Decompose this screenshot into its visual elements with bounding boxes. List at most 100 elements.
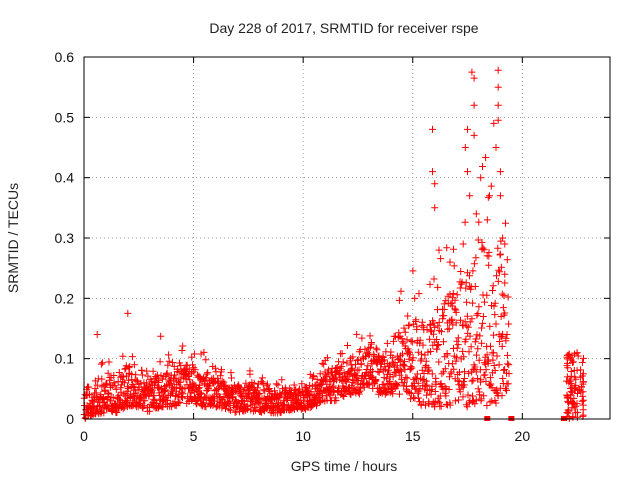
data-point [440,368,447,376]
data-point [397,287,405,295]
data-point [415,394,422,402]
data-point [505,370,513,378]
data-point [344,342,351,349]
data-point [441,365,449,373]
data-point [274,381,282,389]
data-point [367,339,375,346]
data-point [190,364,198,372]
data-point [470,260,478,268]
data-point [472,335,480,343]
data-point [357,360,365,368]
data-point [469,299,477,307]
data-point [470,74,478,82]
data-point [306,391,314,399]
data-point [174,365,182,373]
data-point [497,237,505,245]
data-point [422,357,430,365]
data-point [435,341,443,348]
data-point [434,322,442,330]
y-tick-label: 0.3 [55,230,75,246]
data-point [146,407,154,415]
data-point [423,391,431,399]
data-point [426,335,434,343]
data-point [486,192,493,200]
data-point [414,379,422,387]
data-point [491,311,499,319]
data-point [468,315,476,323]
data-point [569,399,577,407]
data-point [579,411,587,419]
data-point [493,352,501,360]
data-point [460,378,467,386]
data-point [413,323,421,331]
data-point [154,383,161,391]
data-point [161,386,169,394]
data-point [218,377,226,385]
data-point [496,168,504,176]
data-point [478,339,486,347]
data-point [385,363,393,371]
data-point [397,357,405,365]
data-point [462,279,470,287]
data-point [491,367,499,374]
data-point [431,388,439,395]
data-point [236,391,244,399]
data-point [451,397,459,405]
data-point [189,361,196,369]
data-point [146,375,154,383]
data-point [505,320,513,328]
data-point [318,359,326,367]
data-point [443,350,451,357]
data-point [389,373,397,381]
data-point [429,125,436,133]
data-point [477,174,485,182]
data-point [451,305,459,313]
data-point [418,350,425,358]
data-point [165,351,173,359]
data-point [373,346,381,354]
data-point [399,361,407,369]
data-point [448,315,456,323]
data-point [456,368,463,376]
data-point [439,315,447,323]
data-point [119,405,127,413]
data-point [339,392,347,399]
data-point [415,290,423,298]
data-point [502,219,509,227]
data-point [461,144,469,151]
data-point [403,382,411,390]
data-point [244,402,252,410]
data-point [469,392,476,400]
data-point [435,358,443,366]
data-point [461,368,468,376]
data-point [409,354,417,362]
data-point [396,390,403,398]
data-point [472,368,480,376]
data-point [492,144,500,151]
data-point [104,389,112,397]
data-point [427,348,435,355]
data-point [567,387,575,395]
data-point [489,282,497,290]
data-point [165,357,173,365]
data-point [236,408,243,416]
data-point [474,236,482,244]
x-tick-label: 10 [295,428,311,444]
data-point [100,409,108,417]
data-point [469,376,477,384]
data-point [329,382,337,390]
data-point [459,347,467,355]
data-point [179,390,187,398]
data-point [403,336,411,344]
data-point [119,352,127,360]
data-point [453,291,461,299]
data-point [211,364,219,372]
data-point [468,68,476,76]
data-point [568,404,576,412]
data-point [354,357,361,364]
data-point [490,362,498,369]
data-point [500,292,508,300]
data-point [399,350,406,358]
y-tick-label: 0 [66,411,74,427]
data-point [414,348,422,356]
